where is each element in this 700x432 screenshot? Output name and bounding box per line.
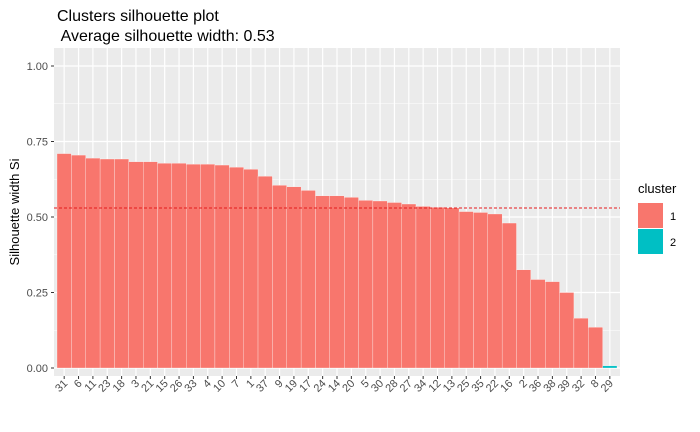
bar-1 xyxy=(243,169,259,369)
bar-22 xyxy=(487,213,503,369)
bar-20 xyxy=(344,197,359,369)
bar-18 xyxy=(114,158,129,369)
x-tick-label-7: 7 xyxy=(230,378,243,391)
y-tick-label: 0.25 xyxy=(27,288,48,300)
bar-10 xyxy=(214,164,230,369)
x-tick-label-20: 20 xyxy=(340,378,357,395)
x-tick-label-18: 18 xyxy=(111,378,128,395)
bar-15 xyxy=(157,163,173,369)
y-tick-label: 0.50 xyxy=(27,212,48,224)
y-tick-label: 1.00 xyxy=(27,61,48,73)
bars xyxy=(56,153,618,369)
bar-33 xyxy=(186,163,201,369)
legend-swatch-cluster-1 xyxy=(638,203,663,228)
chart-subtitle: Average silhouette width: 0.53 xyxy=(57,28,275,45)
bar-39 xyxy=(559,292,575,369)
y-tick-label: 0.00 xyxy=(27,363,48,375)
bar-35 xyxy=(473,212,488,369)
bar-36 xyxy=(530,279,546,369)
legend-label-cluster-1: 1 xyxy=(670,211,676,223)
bar-4 xyxy=(200,163,216,369)
bar-7 xyxy=(229,167,244,369)
legend-title: cluster xyxy=(638,181,677,196)
bar-8 xyxy=(588,327,603,369)
x-tick-label-10: 10 xyxy=(211,378,228,395)
y-axis-ticks: 0.00 0.25 0.50 0.75 1.00 xyxy=(27,61,54,375)
bar-34 xyxy=(415,206,431,369)
bar-26 xyxy=(171,163,187,369)
bar-37 xyxy=(257,176,273,369)
bar-25 xyxy=(458,211,474,369)
bar-32 xyxy=(573,318,589,369)
x-tick-label-16: 16 xyxy=(498,378,515,395)
bar-27 xyxy=(401,203,417,369)
y-axis-title: Silhouette width Si xyxy=(7,158,22,265)
bar-12 xyxy=(430,207,445,369)
chart-title: Clusters silhouette plot xyxy=(57,8,219,25)
bar-28 xyxy=(387,202,402,369)
bar-9 xyxy=(272,185,287,369)
bar-23 xyxy=(99,158,115,369)
x-tick-label-29: 29 xyxy=(599,378,616,395)
bar-38 xyxy=(545,281,560,369)
bar-29 xyxy=(602,365,618,369)
x-tick-label-32: 32 xyxy=(570,378,587,395)
bar-31 xyxy=(56,153,72,369)
legend-swatch-cluster-2 xyxy=(638,229,663,254)
bar-14 xyxy=(329,195,345,369)
y-tick-label: 0.75 xyxy=(27,137,48,149)
bar-21 xyxy=(143,161,158,369)
bar-19 xyxy=(286,186,302,369)
bar-13 xyxy=(444,207,460,369)
bar-16 xyxy=(501,222,517,369)
bar-17 xyxy=(300,190,316,369)
bar-30 xyxy=(372,200,388,369)
x-tick-label-31: 31 xyxy=(53,378,70,395)
bar-2 xyxy=(516,269,531,369)
x-tick-label-33: 33 xyxy=(182,378,199,395)
bar-11 xyxy=(85,157,101,369)
bar-3 xyxy=(128,161,144,369)
legend-label-cluster-2: 2 xyxy=(670,237,676,249)
x-tick-label-37: 37 xyxy=(254,378,271,395)
bar-6 xyxy=(71,154,86,369)
bar-5 xyxy=(358,200,374,369)
bar-24 xyxy=(315,195,330,369)
